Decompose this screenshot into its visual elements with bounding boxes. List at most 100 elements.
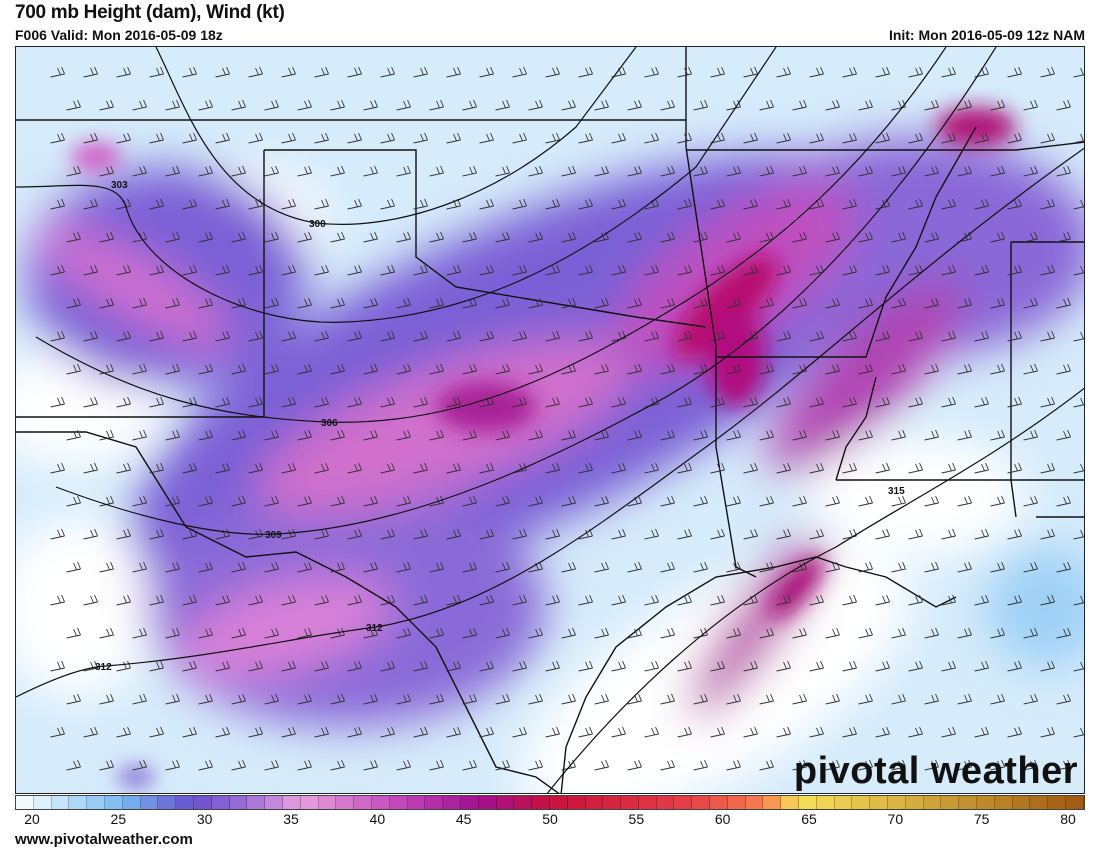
wind-barb [132,99,147,111]
wind-barb [693,759,708,771]
wind-speed-colorbar [15,795,1085,810]
wind-barb [281,66,296,78]
wind-barb [974,330,989,342]
wind-barb [215,198,230,210]
wind-barb [1073,265,1084,276]
wind-barb [941,264,956,276]
wind-barb [726,627,741,639]
wind-barb [198,627,213,639]
wind-barb [132,693,147,705]
wind-barb [644,264,659,276]
wind-barb [66,165,81,177]
wind-barb [660,627,675,639]
wind-barb [957,165,972,177]
wind-barb [1056,759,1071,771]
wind-barb [924,495,939,507]
wind-barb [594,627,609,639]
wind-barb [363,627,378,639]
wind-barb [743,462,758,474]
wind-barb [545,528,560,540]
wind-barb [347,66,362,78]
wind-barb [396,429,411,441]
wind-barb [83,132,98,144]
wind-barb [743,66,758,78]
wind-barb [330,297,345,309]
wind-barb [825,99,840,111]
wind-barb [825,297,840,309]
wind-barb [66,693,81,705]
colorbar-tick-label: 25 [110,811,127,827]
wind-barb [710,198,725,210]
wind-barb [248,66,263,78]
wind-barb [380,396,395,408]
wind-barb [726,363,741,375]
wind-barb [99,363,114,375]
wind-barb [446,594,461,606]
state-boundaries [16,47,1084,793]
wind-barb [743,396,758,408]
wind-barb [660,759,675,771]
wind-barb [858,99,873,111]
wind-barb [149,264,164,276]
wind-barb [495,495,510,507]
wind-barb [363,693,378,705]
wind-barb [462,693,477,705]
wind-barb [347,396,362,408]
wind-barb [644,330,659,342]
wind-barb [792,231,807,243]
wind-barb [1073,199,1084,210]
wind-barb [677,660,692,672]
init-time: Init: Mon 2016-05-09 12z NAM [888,27,1085,43]
wind-barb [693,231,708,243]
wind-barb [50,264,65,276]
wind-barb [248,594,263,606]
wind-barb [858,231,873,243]
wind-barb [413,66,428,78]
wind-barb [990,561,1005,573]
wind-barb [1040,264,1055,276]
wind-barb [182,132,197,144]
wind-barb [479,462,494,474]
wind-barb [363,561,378,573]
wind-barb [347,594,362,606]
wind-barb [347,528,362,540]
wind-barb [957,99,972,111]
wind-barb [495,561,510,573]
wind-barb [957,363,972,375]
wind-barb [83,264,98,276]
colorbar-swatch [621,796,639,809]
wind-barb [116,66,131,78]
wind-barb [858,165,873,177]
wind-barb [116,132,131,144]
wind-barb [297,693,312,705]
wind-barb [660,363,675,375]
site-url[interactable]: www.pivotalweather.com [15,831,193,848]
wind-barb [776,660,791,672]
wind-barb [264,165,279,177]
wind-barb [974,660,989,672]
wind-barb [842,462,857,474]
wind-barb [974,462,989,474]
wind-barb [116,462,131,474]
colorbar-tick-label: 65 [801,811,817,827]
wind-barb [330,231,345,243]
wind-barb [528,429,543,441]
wind-barb [776,132,791,144]
wind-barb [743,528,758,540]
wind-barb [215,264,230,276]
wind-barb [116,528,131,540]
wind-barb [347,132,362,144]
wind-barb [545,66,560,78]
wind-barb [1056,429,1071,441]
wind-barb [50,726,65,738]
wind-barb [545,396,560,408]
wind-barb [446,726,461,738]
wind-barb [1056,561,1071,573]
wind-barb [50,462,65,474]
colorbar-swatch [763,796,782,809]
wind-barb [380,594,395,606]
wind-barb [941,198,956,210]
weather-map[interactable]: 303 300 306 309 312 312 315 [15,46,1085,794]
wind-barb [297,99,312,111]
wind-barb [941,528,956,540]
